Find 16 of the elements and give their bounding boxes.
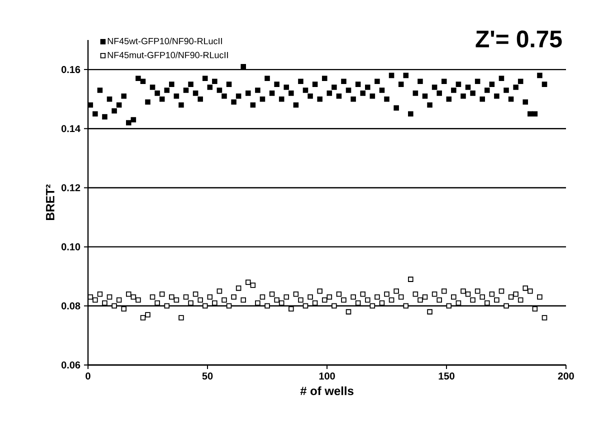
y-tick-label: 0.12 [62,184,80,192]
y-tick-label: 0.06 [62,361,80,369]
annotation: Z'= 0.75 [476,30,562,48]
x-axis-title: # of wells [300,386,354,396]
x-tick-label: 200 [558,372,574,380]
x-tick-label: 0 [86,372,90,380]
y-tick-label: 0.10 [62,243,80,250]
x-tick-label: 50 [202,372,213,380]
x-tick-label: 100 [319,372,335,380]
y-tick-label: 0.08 [62,302,80,310]
y-axis-title: BRET² [46,184,54,220]
x-tick-label: 150 [438,372,454,380]
legend-label: NF45mut-GFP10/NF90-RLucII [108,52,228,58]
y-tick-label: 0.16 [62,66,80,74]
y-tick-label: 0.14 [62,125,80,132]
legend-label: NF45wt-GFP10/NF90-RLucII [108,38,222,44]
